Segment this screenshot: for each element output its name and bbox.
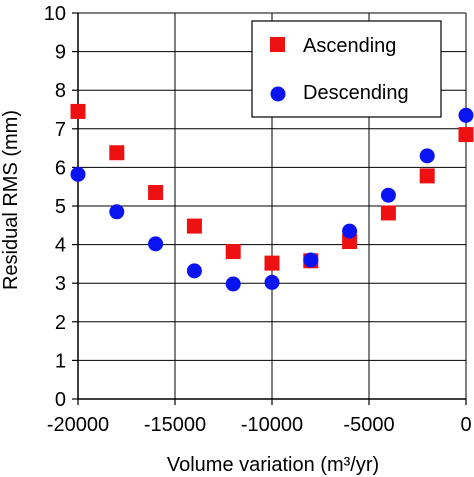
legend-ascending-label: Ascending (303, 35, 396, 57)
legend-descending-marker (270, 86, 286, 102)
y-tick-label: 7 (55, 119, 66, 141)
data-marks (70, 103, 474, 292)
y-tick-label: 8 (55, 80, 66, 102)
ascending-point (148, 184, 164, 200)
y-tick-label: 3 (55, 273, 66, 295)
ascending-point (186, 218, 202, 234)
descending-point (225, 276, 241, 292)
y-tick-label: 5 (55, 196, 66, 218)
legend-descending-label: Descending (303, 82, 409, 104)
ascending-point (419, 168, 435, 184)
ascending-point (342, 234, 358, 250)
x-tick-label: -5000 (343, 414, 394, 436)
x-tick-label: -10000 (241, 414, 303, 436)
x-tick-label: -15000 (144, 414, 206, 436)
descending-point (342, 223, 358, 239)
x-tick-label: -20000 (47, 414, 109, 436)
descending-point (380, 187, 396, 203)
x-tick-label: 0 (460, 414, 471, 436)
legend: Ascending Descending (251, 20, 442, 118)
y-tick-label: 1 (55, 350, 66, 372)
descending-point (148, 236, 164, 252)
descending-point (264, 274, 280, 290)
y-tick-label: 2 (55, 312, 66, 334)
y-tick-label: 9 (55, 42, 66, 64)
ascending-point (109, 145, 125, 161)
ascending-point (264, 255, 280, 271)
ascending-point (458, 127, 474, 143)
legend-ascending-marker (270, 37, 285, 52)
ascending-point (225, 244, 241, 260)
descending-point (70, 166, 86, 182)
descending-point (303, 252, 319, 268)
ascending-point (70, 103, 86, 119)
descending-point (186, 263, 202, 279)
y-tick-label: 10 (44, 3, 66, 25)
y-axis-label: Residual RMS (mm) (0, 110, 22, 290)
y-tick-label: 4 (55, 235, 66, 257)
descending-point (109, 204, 125, 220)
x-axis-label: Volume variation (m³/yr) (167, 454, 379, 476)
ascending-point (380, 205, 396, 221)
y-tick-label: 6 (55, 157, 66, 179)
axes (72, 12, 467, 405)
tick-labels: 0 1 2 3 4 5 6 7 8 9 10 -20000 -15000 -10000 -5000 0 (44, 3, 472, 436)
descending-point (419, 148, 435, 164)
descending-point (458, 107, 474, 123)
y-tick-label: 0 (55, 389, 66, 411)
